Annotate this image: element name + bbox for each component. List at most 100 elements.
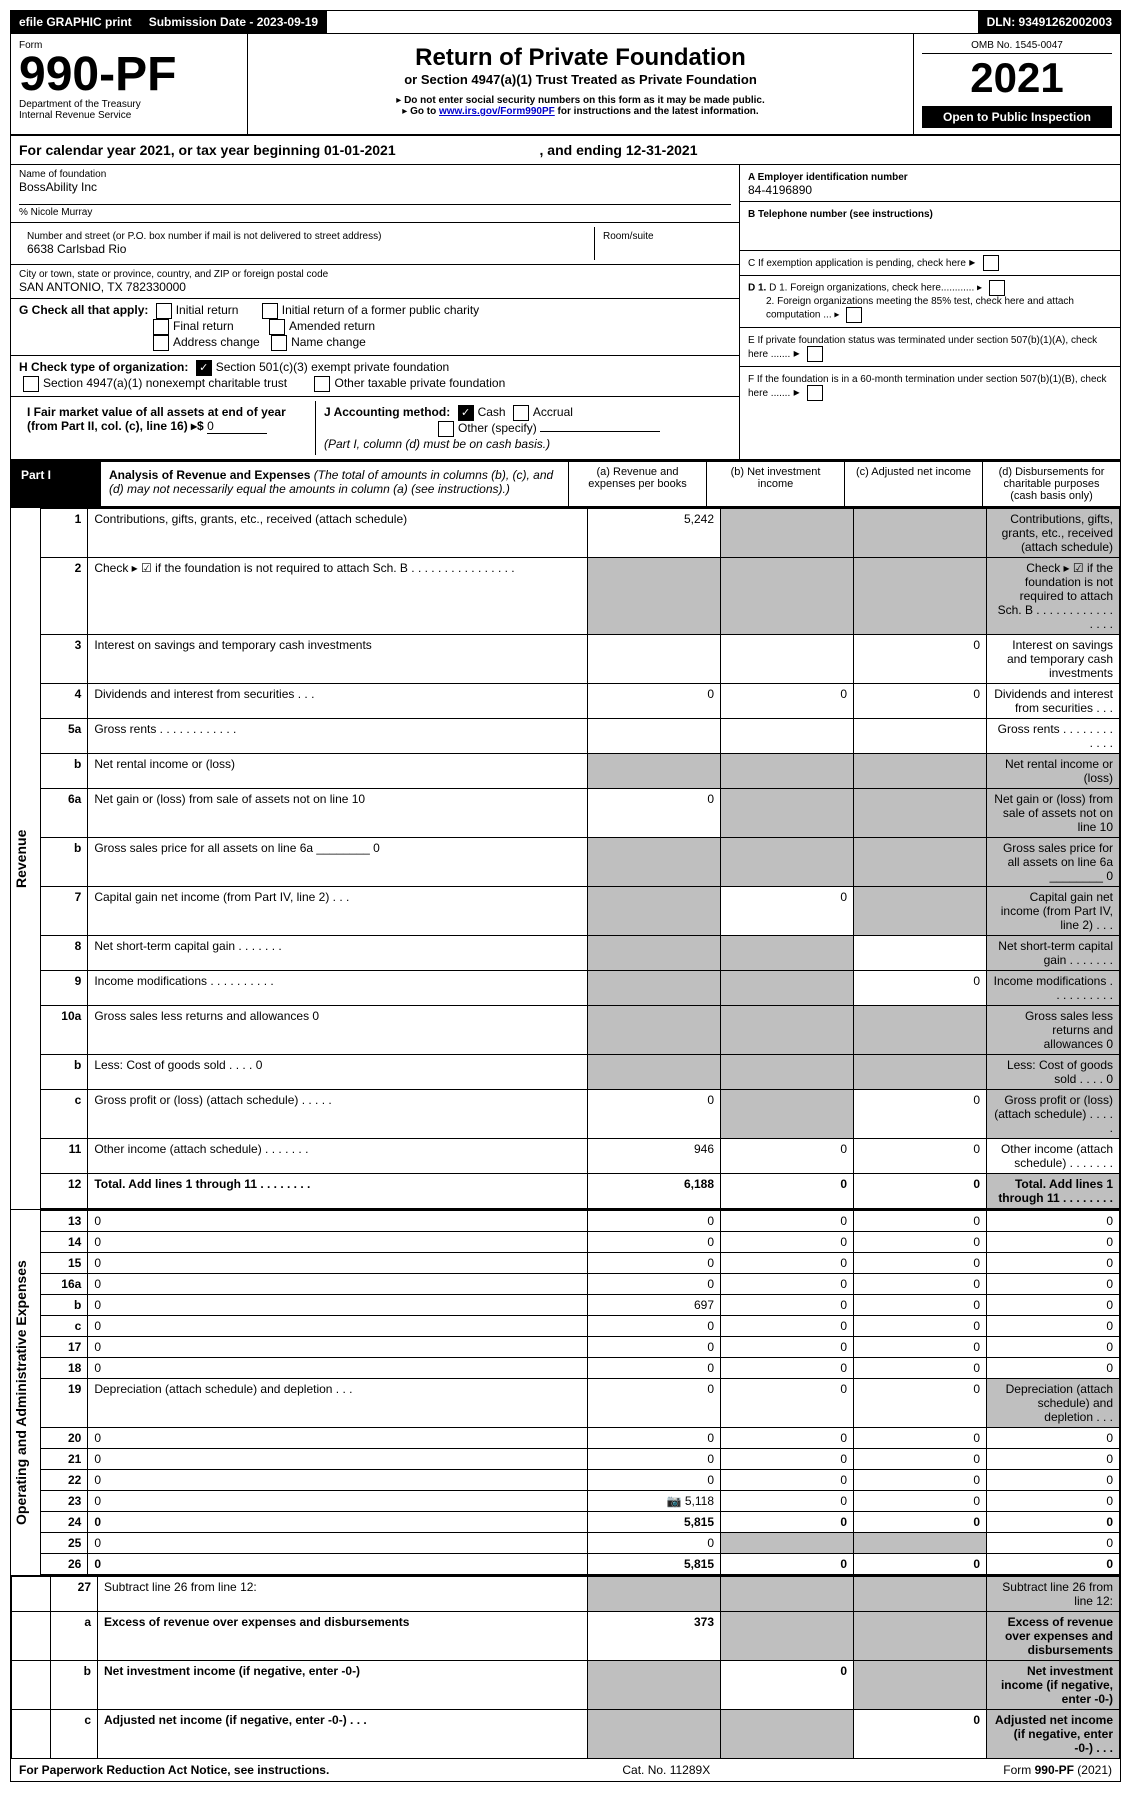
footer-cat: Cat. No. 11289X [622, 1763, 710, 1777]
line-2: 2Check ▸ ☑ if the foundation is not requ… [41, 558, 1120, 635]
ck-other-tax[interactable] [314, 376, 330, 392]
part1-tag: Part I [11, 462, 101, 506]
care-of: % Nicole Murray [19, 204, 731, 218]
line-18: 1800000 [41, 1358, 1120, 1379]
dept: Department of the Treasury [19, 99, 239, 110]
line-9: 9Income modifications . . . . . . . . . … [41, 971, 1120, 1006]
irs: Internal Revenue Service [19, 110, 239, 121]
form-990pf: efile GRAPHIC print Submission Date - 20… [10, 10, 1121, 1782]
f-label: F If the foundation is in a 60-month ter… [748, 374, 1107, 399]
e-label: E If private foundation status was termi… [748, 335, 1097, 360]
line-25: 25000 [41, 1533, 1120, 1554]
section-h: H Check type of organization: Section 50… [11, 356, 739, 397]
line-b: bLess: Cost of goods sold . . . . 0Less:… [41, 1055, 1120, 1090]
line-16a: 16a00000 [41, 1274, 1120, 1295]
footer-form: Form 990-PF (2021) [1003, 1763, 1112, 1777]
tax-year: 2021 [922, 54, 1112, 102]
line-15: 1500000 [41, 1253, 1120, 1274]
form-subtitle: or Section 4947(a)(1) Trust Treated as P… [256, 72, 905, 87]
addr-label: Number and street (or P.O. box number if… [27, 231, 586, 242]
line-26: 2605,815000 [41, 1554, 1120, 1575]
dln: DLN: 93491262002003 [979, 11, 1120, 33]
col-d: (d) Disbursements for charitable purpose… [982, 462, 1120, 506]
line-20: 2000000 [41, 1428, 1120, 1449]
line-22: 2200000 [41, 1470, 1120, 1491]
calendar-year-row: For calendar year 2021, or tax year begi… [11, 136, 1120, 165]
expenses-vlabel: Operating and Administrative Expenses [11, 1210, 40, 1575]
line-24: 2405,815000 [41, 1512, 1120, 1533]
city-label: City or town, state or province, country… [19, 269, 731, 280]
irs-link[interactable]: www.irs.gov/Form990PF [439, 106, 555, 117]
a-label: A Employer identification number [748, 172, 908, 183]
revenue-table: 1Contributions, gifts, grants, etc., rec… [40, 508, 1120, 1209]
line-17: 1700000 [41, 1337, 1120, 1358]
omb: OMB No. 1545-0047 [922, 40, 1112, 54]
line-27: 27Subtract line 26 from line 12:Subtract… [12, 1577, 1120, 1612]
submission-date: Submission Date - 2023-09-19 [141, 11, 327, 33]
b-label: B Telephone number (see instructions) [748, 209, 933, 220]
name-label: Name of foundation [19, 169, 731, 180]
foundation-name: BossAbility Inc [19, 180, 731, 194]
ck-f[interactable] [807, 385, 823, 401]
ck-accrual[interactable] [513, 405, 529, 421]
room-label: Room/suite [603, 231, 723, 242]
line-10a: 10aGross sales less returns and allowanc… [41, 1006, 1120, 1055]
col-c: (c) Adjusted net income [844, 462, 982, 506]
line-b: bGross sales price for all assets on lin… [41, 838, 1120, 887]
revenue-section: Revenue 1Contributions, gifts, grants, e… [11, 508, 1120, 1210]
line-3: 3Interest on savings and temporary cash … [41, 635, 1120, 684]
j-note: (Part I, column (d) must be on cash basi… [324, 437, 550, 451]
warn1: Do not enter social security numbers on … [404, 95, 765, 106]
efile-label: efile GRAPHIC print [11, 11, 141, 33]
ein: 84-4196890 [748, 183, 1112, 197]
line-11: 11Other income (attach schedule) . . . .… [41, 1139, 1120, 1174]
form-header: Form 990-PF Department of the Treasury I… [11, 34, 1120, 136]
footer-left: For Paperwork Reduction Act Notice, see … [19, 1763, 329, 1777]
ck-other[interactable] [438, 421, 454, 437]
ck-namechg[interactable] [271, 335, 287, 351]
ck-4947[interactable] [23, 376, 39, 392]
ck-final[interactable] [153, 319, 169, 335]
c-label: C If exemption application is pending, c… [748, 258, 966, 269]
line-a: aExcess of revenue over expenses and dis… [12, 1612, 1120, 1661]
ck-amended[interactable] [269, 319, 285, 335]
ck-addrchg[interactable] [153, 335, 169, 351]
col-a: (a) Revenue and expenses per books [569, 462, 706, 506]
line-b: bNet investment income (if negative, ent… [12, 1661, 1120, 1710]
form-number: 990-PF [19, 51, 239, 99]
ck-e[interactable] [807, 346, 823, 362]
line-13: 1300000 [41, 1211, 1120, 1232]
ck-c[interactable] [983, 255, 999, 271]
line-5a: 5aGross rents . . . . . . . . . . . .Gro… [41, 719, 1120, 754]
revenue-vlabel: Revenue [11, 508, 40, 1209]
open-public: Open to Public Inspection [922, 106, 1112, 128]
line-14: 1400000 [41, 1232, 1120, 1253]
line-8: 8Net short-term capital gain . . . . . .… [41, 936, 1120, 971]
address: 6638 Carlsbad Rio [27, 242, 586, 256]
part1-header: Part I Analysis of Revenue and Expenses … [11, 460, 1120, 508]
col-b: (b) Net investment income [706, 462, 844, 506]
city: SAN ANTONIO, TX 782330000 [19, 280, 731, 294]
ck-initial-former[interactable] [262, 303, 278, 319]
line-1: 1Contributions, gifts, grants, etc., rec… [41, 509, 1120, 558]
form-title: Return of Private Foundation [256, 44, 905, 72]
line-c: c00000 [41, 1316, 1120, 1337]
subtract-table: 27Subtract line 26 from line 12:Subtract… [11, 1576, 1120, 1759]
expenses-table: 13000001400000150000016a00000b0697000c00… [40, 1210, 1120, 1575]
line-b: b0697000 [41, 1295, 1120, 1316]
header-bar: efile GRAPHIC print Submission Date - 20… [11, 11, 1120, 34]
identity-block: Name of foundation BossAbility Inc % Nic… [11, 165, 1120, 460]
line-23: 230📷 5,118000 [41, 1491, 1120, 1512]
expenses-section: Operating and Administrative Expenses 13… [11, 1210, 1120, 1576]
ck-initial[interactable] [156, 303, 172, 319]
footer: For Paperwork Reduction Act Notice, see … [11, 1759, 1120, 1781]
ck-501c3[interactable] [196, 360, 212, 376]
ck-d1[interactable] [989, 280, 1005, 296]
line-c: cAdjusted net income (if negative, enter… [12, 1710, 1120, 1759]
line-b: bNet rental income or (loss)Net rental i… [41, 754, 1120, 789]
line-12: 12Total. Add lines 1 through 11 . . . . … [41, 1174, 1120, 1209]
line-7: 7Capital gain net income (from Part IV, … [41, 887, 1120, 936]
ck-cash[interactable] [458, 405, 474, 421]
ck-d2[interactable] [846, 307, 862, 323]
line-c: cGross profit or (loss) (attach schedule… [41, 1090, 1120, 1139]
